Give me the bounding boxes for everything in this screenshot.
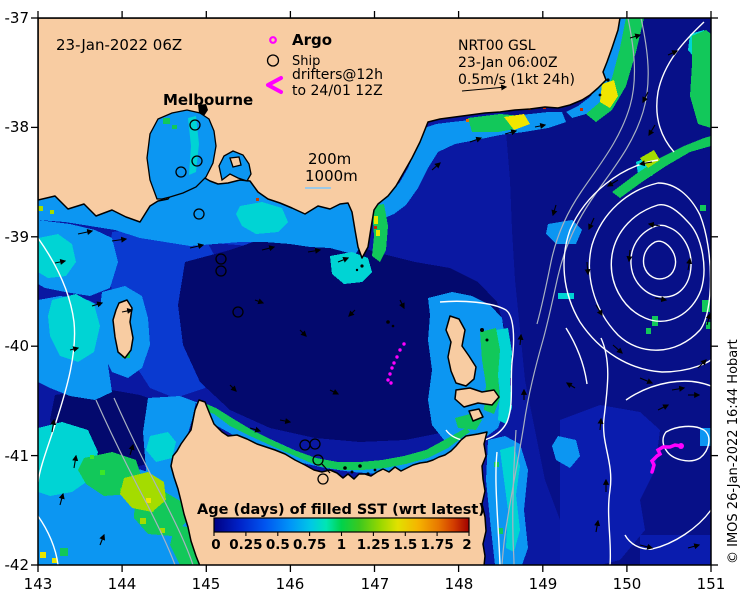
y-tick-label: -42: [5, 556, 30, 574]
drifter-legend-line2: to 24/01 12Z: [292, 83, 383, 99]
velocity-key-line1: NRT00 GSL: [458, 38, 536, 54]
contours: [38, 18, 711, 565]
bay-cyan-streak: [188, 116, 199, 175]
land-cape-barren-island: [454, 387, 500, 408]
colorbar-tick-label: 0.25: [229, 537, 262, 553]
colorbar-ticks: [213, 532, 470, 536]
depth-contour-key: 200m 1000m: [305, 150, 358, 189]
colorbar-tick-label: 2: [462, 537, 471, 553]
x-tick-label: 151: [697, 575, 726, 593]
bathymetry-contours: [95, 18, 649, 565]
colorbar-tick-label: 0.5: [266, 537, 290, 553]
drifter-track-solid: [649, 443, 683, 474]
drifter-tracks: [386, 342, 684, 474]
land-flinders-island: [445, 315, 477, 387]
x-axis-labels: 143 144 145 146 147 148 149 150 151: [24, 575, 726, 593]
y-tick-label: -39: [5, 228, 30, 246]
french-island: [229, 156, 242, 168]
colorbar-tick-label: 0: [211, 537, 220, 553]
islets: [343, 78, 610, 476]
x-tick-label: 148: [445, 575, 474, 593]
ocean-dark-basin: [178, 234, 508, 442]
ocean-east-region: [502, 18, 711, 565]
land-mainland-australia: [38, 18, 621, 259]
colorbar-labels: 0 0.25 0.5 0.75 1 1.25 1.5 1.75 2: [211, 537, 471, 553]
credit-label: © IMOS 26-Jan-2022 16:44 Hobart: [726, 339, 741, 564]
velocity-scale-arrow: [461, 84, 508, 92]
drifter-track-dotted: [386, 342, 406, 385]
land-clarke-island: [468, 408, 484, 422]
x-tick-label: 143: [24, 575, 53, 593]
bay-details: [163, 116, 199, 175]
ship-markers: [175, 119, 331, 485]
ssh-contours: [38, 21, 711, 565]
colorbar-gradient-bar: [213, 517, 470, 533]
y-tick-label: -40: [5, 337, 30, 355]
timestamp-label: 23-Jan-2022 06Z: [56, 36, 182, 54]
melbourne-city-marker: [198, 104, 208, 116]
colorbar-title: Age (days) of filled SST (wrt latest): [197, 502, 485, 518]
marker-legend: Argo Ship drifters@12h to 24/01 12Z: [266, 31, 383, 99]
port-phillip-bay: [146, 109, 217, 200]
current-arrows: [50, 33, 711, 550]
city-label: Melbourne: [163, 91, 253, 109]
colorbar-tick-label: 1.75: [420, 537, 453, 553]
x-tick-label: 146: [276, 575, 305, 593]
drifter-legend-arrow-icon: [266, 76, 283, 94]
y-tick-label: -38: [5, 118, 30, 136]
x-tick-label: 145: [192, 575, 221, 593]
colorbar-tick-label: 1.5: [393, 537, 417, 553]
colorbar: Age (days) of filled SST (wrt latest) 0 …: [197, 502, 485, 553]
shelf-victoria: [38, 176, 360, 255]
velocity-key-line3: 0.5m/s (1kt 24h): [458, 72, 575, 88]
green-tasmania-fringe: [196, 402, 470, 470]
x-tick-label: 149: [529, 575, 558, 593]
x-tick-label: 150: [613, 575, 642, 593]
shelf-gippsland: [352, 112, 566, 220]
x-tick-label: 144: [108, 575, 137, 593]
drifter-legend-line1: drifters@12h: [292, 67, 383, 83]
colorbar-tick-label: 1: [337, 537, 346, 553]
velocity-key-line2: 23-Jan 06:00Z: [458, 55, 558, 71]
x-tick-label: 147: [361, 575, 390, 593]
ship-legend-label: Ship: [292, 54, 320, 69]
axis-ticks: [31, 11, 718, 572]
y-tick-label: -41: [5, 447, 30, 465]
bays: [146, 109, 252, 200]
argo-legend-label: Argo: [292, 31, 332, 49]
ship-legend-icon: [266, 54, 280, 67]
y-tick-label: -37: [5, 9, 30, 27]
green-eddy-band: [612, 136, 711, 198]
colorbar-tick-label: 1.25: [357, 537, 390, 553]
y-axis-labels: -37 -38 -39 -40 -41 -42: [5, 9, 30, 574]
depth-200m-label: 200m: [308, 150, 351, 168]
velocity-key: NRT00 GSL 23-Jan 06:00Z 0.5m/s (1kt 24h): [458, 38, 575, 92]
colorbar-tick-label: 0.75: [293, 537, 326, 553]
argo-legend-icon: [269, 36, 277, 44]
land-king-island: [112, 299, 134, 359]
depth-1000m-label: 1000m: [305, 167, 358, 185]
